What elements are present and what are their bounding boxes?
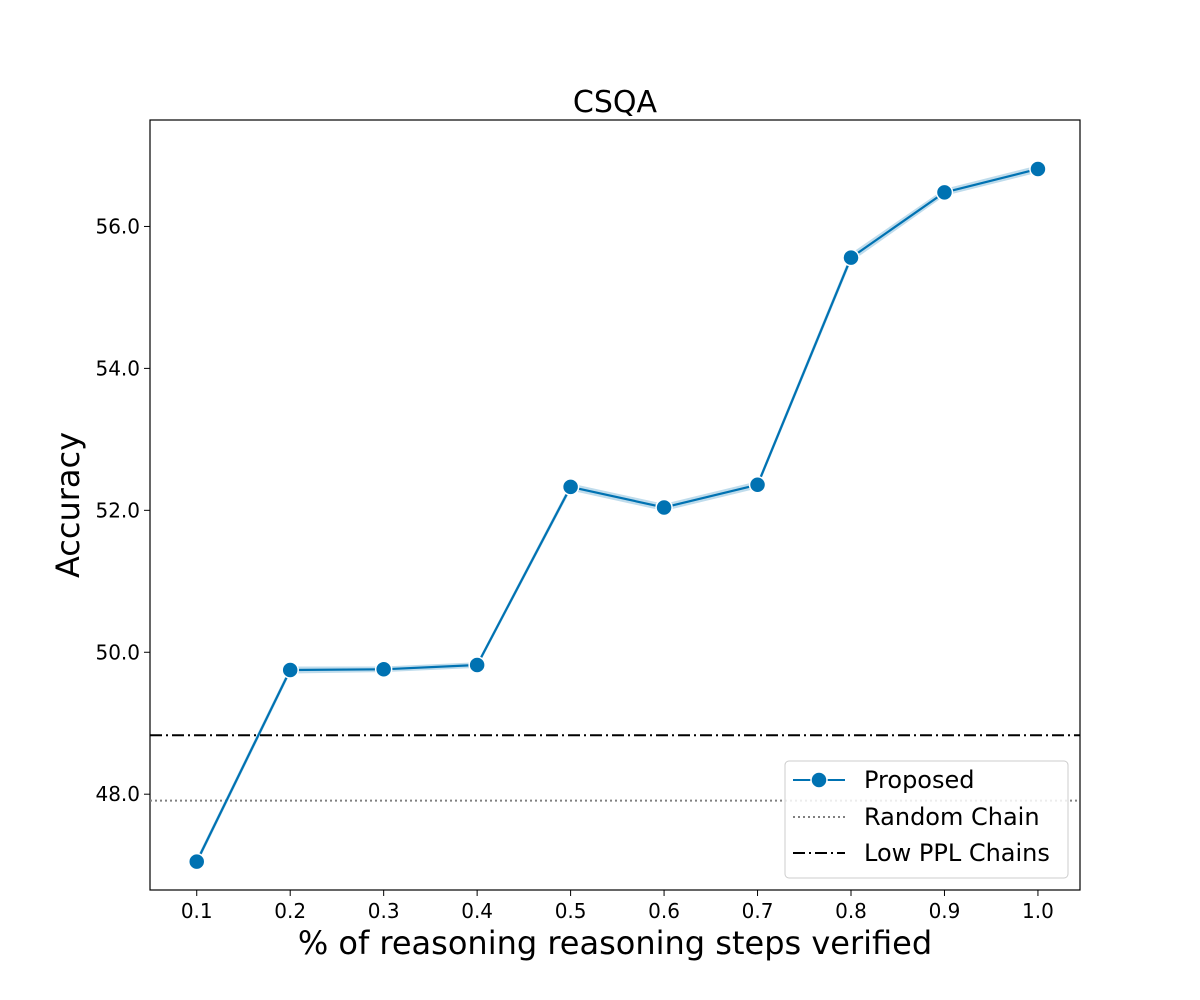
x-tick-label: 0.1 — [181, 899, 213, 923]
proposed-confidence-band — [196, 165, 1038, 866]
x-tick-label: 0.8 — [835, 899, 867, 923]
series-layer — [187, 160, 1047, 871]
legend-box — [784, 760, 1069, 879]
x-tick-label: 0.6 — [648, 899, 680, 923]
proposed-data-point — [561, 478, 580, 496]
x-tick-label: 0.3 — [368, 899, 400, 923]
x-tick-label: 1.0 — [1022, 899, 1054, 923]
y-tick-label: 54.0 — [95, 356, 140, 380]
x-axis-ticks: 0.1 0.2 0.3 0.4 0.5 0.6 0.7 0.8 0.9 1.0 — [181, 890, 1054, 923]
y-axis-label: Accuracy — [49, 432, 87, 578]
legend-marker-proposed — [810, 771, 828, 789]
x-tick-label: 0.2 — [274, 899, 306, 923]
x-tick-label: 0.9 — [929, 899, 961, 923]
legend-label-low-ppl-chains: Low PPL Chains — [864, 839, 1050, 867]
y-tick-label: 56.0 — [95, 214, 140, 238]
y-axis-ticks: 48.0 50.0 52.0 54.0 56.0 — [95, 214, 150, 806]
proposed-data-point — [374, 660, 393, 679]
legend-label-random-chain: Random Chain — [864, 803, 1040, 831]
plot-frame — [149, 119, 1081, 891]
x-tick-label: 0.5 — [555, 899, 587, 923]
proposed-data-point — [748, 476, 767, 494]
proposed-data-point — [842, 248, 860, 267]
y-tick-label: 48.0 — [95, 782, 140, 806]
proposed-data-point — [468, 656, 486, 674]
y-tick-label: 52.0 — [95, 498, 140, 522]
legend: Proposed Random Chain Low PPL Chains — [784, 760, 1069, 879]
proposed-data-point — [187, 852, 206, 871]
proposed-series-line — [195, 167, 1039, 863]
proposed-data-point — [935, 183, 954, 202]
x-tick-label: 0.4 — [461, 899, 493, 923]
proposed-data-point — [1029, 160, 1047, 178]
proposed-data-point — [655, 498, 673, 517]
y-tick-label: 50.0 — [95, 640, 140, 664]
x-axis-label: % of reasoning reasoning steps verified — [298, 924, 932, 962]
proposed-data-point — [281, 661, 299, 679]
legend-label-proposed: Proposed — [864, 766, 975, 794]
confidence-band-layer — [196, 165, 1038, 866]
x-tick-label: 0.7 — [742, 899, 774, 923]
chart-title: CSQA — [573, 85, 658, 120]
